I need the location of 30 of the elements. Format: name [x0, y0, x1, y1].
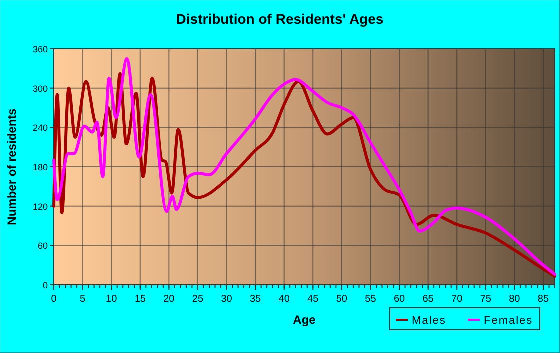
x-tick-label: 60: [394, 294, 406, 305]
x-tick-label: 0: [51, 294, 58, 305]
y-axis-title: Number of residents: [5, 108, 19, 226]
x-tick-label: 65: [422, 294, 434, 305]
x-tick-label: 70: [452, 294, 464, 305]
x-tick-label: 50: [336, 294, 348, 305]
x-tick-label: 75: [480, 294, 492, 305]
x-axis-title: Age: [293, 313, 316, 327]
x-tick-label: 30: [221, 294, 233, 305]
x-tick-label: 45: [308, 294, 320, 305]
x-tick-label: 35: [250, 294, 262, 305]
y-tick-label: 300: [32, 84, 48, 94]
x-tick-label: 5: [80, 294, 86, 305]
legend-label: Males: [412, 315, 446, 327]
legend-label: Females: [484, 315, 534, 327]
x-tick-label: 20: [164, 294, 176, 305]
y-tick-label: 60: [38, 241, 48, 252]
x-tick-label: 15: [134, 294, 146, 305]
x-tick-label: 55: [365, 294, 377, 305]
x-tick-label: 25: [192, 294, 204, 305]
y-tick-label: 180: [32, 162, 48, 172]
x-tick-label: 10: [106, 294, 118, 305]
x-tick-label: 85: [538, 294, 550, 305]
y-tick-label: 120: [32, 202, 48, 212]
y-tick-label: 360: [32, 44, 48, 54]
x-tick-label: 80: [509, 294, 521, 305]
chart-title: Distribution of Residents' Ages: [176, 11, 384, 27]
y-tick-label: 0: [42, 280, 48, 290]
y-tick-label: 240: [32, 123, 48, 134]
x-tick-label: 40: [278, 294, 290, 305]
